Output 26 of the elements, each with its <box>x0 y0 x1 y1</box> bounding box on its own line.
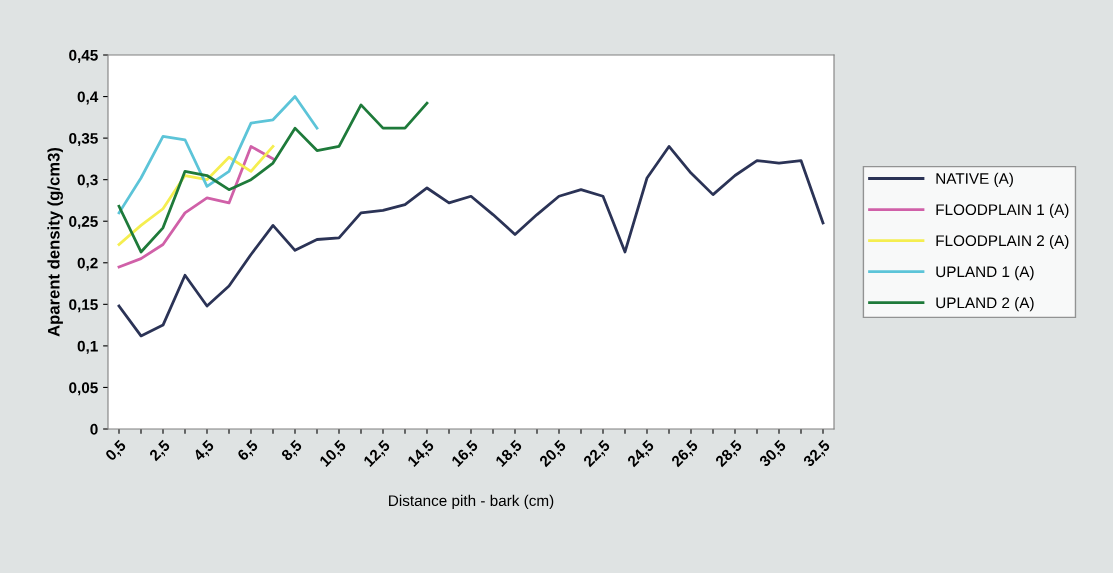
line-series <box>117 145 825 338</box>
y-axis-title: Aparent density (g/cm3) <box>47 147 63 337</box>
x-tick-label: 2,5 <box>148 439 173 463</box>
x-tick-label: 6,5 <box>236 439 261 463</box>
line-series <box>117 95 319 215</box>
y-tick-label: 0 <box>90 423 98 435</box>
line-series <box>117 145 275 269</box>
y-tick-label: 0,3 <box>77 174 98 188</box>
legend-label: FLOODPLAIN 2 (A) <box>936 234 1069 250</box>
y-tick-label: 0,2 <box>77 257 98 271</box>
x-axis-title: Distance pith - bark (cm) <box>389 494 554 510</box>
y-tick-label: 0,1 <box>77 340 98 354</box>
legend-label: UPLAND 1 (A) <box>936 265 1034 281</box>
legend-label: FLOODPLAIN 1 (A) <box>936 203 1069 219</box>
y-tick-label: 0,25 <box>69 216 98 230</box>
y-tick-label: 0,4 <box>77 91 99 105</box>
x-tick-label: 8,5 <box>280 439 305 463</box>
y-tick-label: 0,35 <box>69 132 98 147</box>
y-tick-label: 0,15 <box>69 299 98 313</box>
y-tick-label: 0,45 <box>69 49 98 63</box>
legend-label: UPLAND 2 (A) <box>936 296 1034 312</box>
legend-label: NATIVE (A) <box>936 172 1013 188</box>
line-series <box>117 101 429 254</box>
x-tick-label: 0,5 <box>104 439 129 463</box>
x-tick-label: 4,5 <box>192 439 217 464</box>
y-tick-label: 0,05 <box>69 382 98 396</box>
